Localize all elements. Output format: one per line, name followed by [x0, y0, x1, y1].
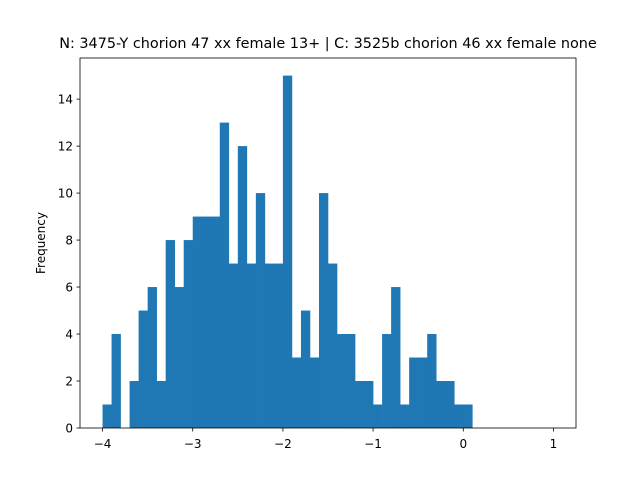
y-tick-label: 8 [65, 233, 73, 247]
histogram-bar [391, 287, 401, 428]
y-tick-label: 14 [58, 92, 73, 106]
histogram-bar [210, 216, 221, 428]
histogram-bar [337, 334, 347, 428]
y-tick-label: 4 [65, 327, 73, 341]
histogram-bar [364, 381, 374, 428]
chart-title: N: 3475-Y chorion 47 xx female 13+ | C: … [59, 36, 597, 52]
y-tick-label: 2 [65, 374, 73, 388]
y-tick-label: 6 [65, 280, 73, 294]
histogram-bar [309, 357, 320, 428]
histogram-bar [445, 381, 455, 428]
histogram-bar [228, 263, 239, 428]
histogram-bar [138, 310, 148, 428]
histogram-bar [102, 404, 112, 428]
histogram-bar [174, 287, 185, 428]
histogram-bar [418, 357, 428, 428]
histogram-bar [463, 404, 473, 428]
histogram-bar [355, 381, 365, 428]
y-tick-label: 0 [65, 421, 73, 435]
y-axis-ticks: 0 2 4 6 8 10 12 14 [58, 92, 80, 435]
histogram-bar [129, 381, 139, 428]
histogram-bar [156, 381, 166, 428]
histogram-bar [373, 404, 383, 428]
x-tick-label: −4 [94, 437, 112, 451]
histogram-bars [102, 75, 473, 429]
histogram-bar [382, 334, 392, 428]
plot-frame [79, 57, 577, 429]
histogram-bar [300, 310, 311, 428]
histogram-bar [454, 404, 464, 428]
x-tick-label: −1 [364, 437, 382, 451]
histogram-bar [246, 263, 257, 428]
histogram-bar [291, 357, 302, 428]
histogram-bar [111, 334, 121, 428]
histogram-bar [201, 216, 212, 428]
histogram-bar [318, 193, 329, 428]
x-tick-label: 0 [459, 437, 467, 451]
histogram-bar [237, 146, 248, 428]
x-tick-label: 1 [550, 437, 558, 451]
x-tick-label: −3 [184, 437, 202, 451]
y-axis-label: Frequency [34, 212, 48, 274]
histogram-bar [192, 216, 203, 428]
histogram-bar [165, 240, 175, 428]
histogram-bar [346, 334, 356, 428]
y-tick-label: 12 [58, 139, 73, 153]
histogram-bar [409, 357, 419, 428]
histogram-bar [255, 193, 266, 428]
histogram-bar [147, 287, 157, 428]
histogram-bar [400, 404, 410, 428]
histogram-bar [328, 263, 338, 428]
histogram-bar [183, 240, 194, 428]
histogram-bar [427, 334, 437, 428]
histogram-bar [273, 263, 284, 428]
histogram-bar [219, 122, 230, 428]
y-tick-label: 10 [58, 186, 73, 200]
x-tick-label: −2 [274, 437, 292, 451]
histogram-bar [436, 381, 446, 428]
histogram-bar [282, 75, 293, 429]
x-axis-ticks: −4 −3 −2 −1 0 1 [94, 428, 558, 451]
histogram-bar [264, 263, 275, 428]
